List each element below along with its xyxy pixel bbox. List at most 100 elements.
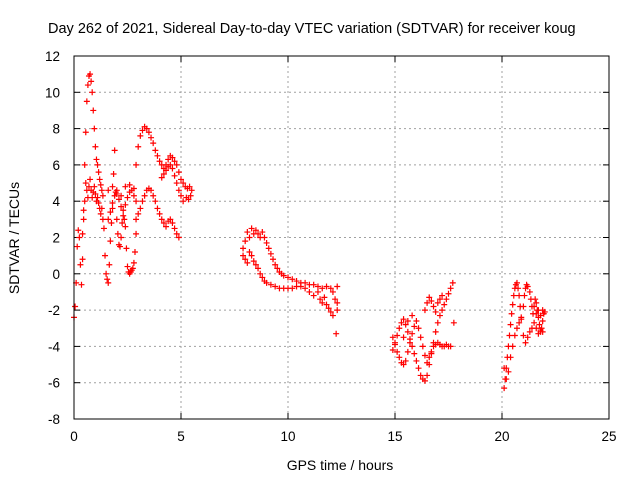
- data-point: [432, 308, 439, 315]
- data-point: [533, 310, 540, 317]
- data-point: [389, 334, 396, 341]
- data-point: [167, 216, 174, 223]
- data-point: [97, 210, 104, 217]
- data-point: [522, 339, 529, 346]
- data-point: [124, 263, 131, 270]
- data-point: [516, 292, 523, 299]
- data-point: [508, 310, 515, 317]
- data-point: [506, 332, 513, 339]
- data-point: [272, 283, 279, 290]
- data-point: [501, 365, 508, 372]
- data-point: [246, 249, 253, 256]
- data-point: [323, 301, 330, 308]
- data-point: [417, 334, 424, 341]
- data-point: [163, 167, 170, 174]
- data-point: [334, 307, 341, 314]
- data-point: [120, 207, 127, 214]
- data-point: [103, 270, 110, 277]
- data-point: [439, 307, 446, 314]
- data-point: [537, 312, 544, 319]
- y-tick-label: -2: [48, 303, 60, 318]
- data-point: [156, 158, 163, 165]
- data-point: [131, 249, 138, 256]
- data-point: [141, 192, 148, 199]
- x-tick-label: 10: [280, 429, 295, 444]
- data-point: [95, 200, 102, 207]
- data-point: [505, 368, 512, 375]
- data-point: [115, 196, 122, 203]
- data-point: [148, 187, 155, 194]
- data-point: [80, 207, 87, 214]
- data-point: [94, 161, 101, 168]
- data-point: [242, 256, 249, 263]
- data-point: [150, 192, 157, 199]
- data-point: [104, 276, 111, 283]
- data-point: [122, 223, 129, 230]
- data-point: [173, 180, 180, 187]
- data-point: [332, 296, 339, 303]
- data-point: [411, 350, 418, 357]
- data-point: [82, 180, 89, 187]
- data-point: [267, 250, 274, 257]
- data-point: [402, 357, 409, 364]
- data-point: [516, 319, 523, 326]
- data-point: [421, 307, 428, 314]
- data-point: [443, 296, 450, 303]
- data-point: [120, 212, 127, 219]
- data-point: [411, 323, 418, 330]
- data-point: [392, 341, 398, 348]
- data-point: [118, 203, 125, 210]
- data-point: [532, 296, 539, 303]
- data-point: [400, 334, 407, 341]
- data-point: [80, 216, 87, 223]
- y-tick-label: 10: [45, 85, 60, 100]
- data-point: [394, 332, 401, 339]
- data-point: [421, 352, 428, 359]
- data-point: [99, 192, 106, 199]
- data-point: [173, 230, 180, 237]
- y-tick-label: 12: [45, 49, 60, 64]
- data-point: [94, 194, 101, 201]
- data-point: [109, 183, 116, 190]
- data-point: [130, 259, 137, 266]
- data-point: [409, 330, 416, 337]
- data-point: [323, 283, 330, 290]
- data-point: [79, 256, 86, 263]
- data-point: [171, 158, 178, 165]
- data-point: [439, 292, 446, 299]
- data-point: [404, 328, 411, 335]
- data-point: [274, 265, 281, 272]
- chart-title: Day 262 of 2021, Sidereal Day-to-day VTE…: [48, 21, 576, 37]
- data-point: [314, 288, 321, 295]
- data-point: [259, 229, 266, 236]
- data-point: [327, 285, 334, 292]
- y-tick-label: 8: [52, 122, 60, 137]
- data-point: [432, 328, 439, 335]
- data-point: [507, 321, 514, 328]
- data-point: [524, 283, 531, 290]
- data-point: [409, 312, 416, 319]
- data-point: [90, 107, 97, 114]
- data-point: [91, 125, 98, 132]
- data-point: [404, 348, 411, 355]
- data-point: [244, 259, 251, 266]
- data-point: [85, 183, 92, 190]
- data-point: [400, 316, 407, 323]
- data-point: [111, 147, 118, 154]
- data-point: [96, 176, 103, 183]
- data-point: [84, 82, 91, 89]
- y-tick-label: -4: [48, 339, 60, 354]
- data-point: [426, 354, 433, 361]
- data-point: [105, 187, 112, 194]
- data-point: [130, 185, 137, 192]
- data-point: [389, 347, 396, 354]
- data-point: [107, 209, 114, 216]
- data-point: [333, 330, 340, 337]
- data-point: [449, 279, 456, 286]
- data-point: [158, 216, 165, 223]
- data-point: [250, 258, 257, 265]
- data-point: [160, 170, 167, 177]
- data-point: [105, 279, 112, 286]
- data-point: [137, 132, 144, 139]
